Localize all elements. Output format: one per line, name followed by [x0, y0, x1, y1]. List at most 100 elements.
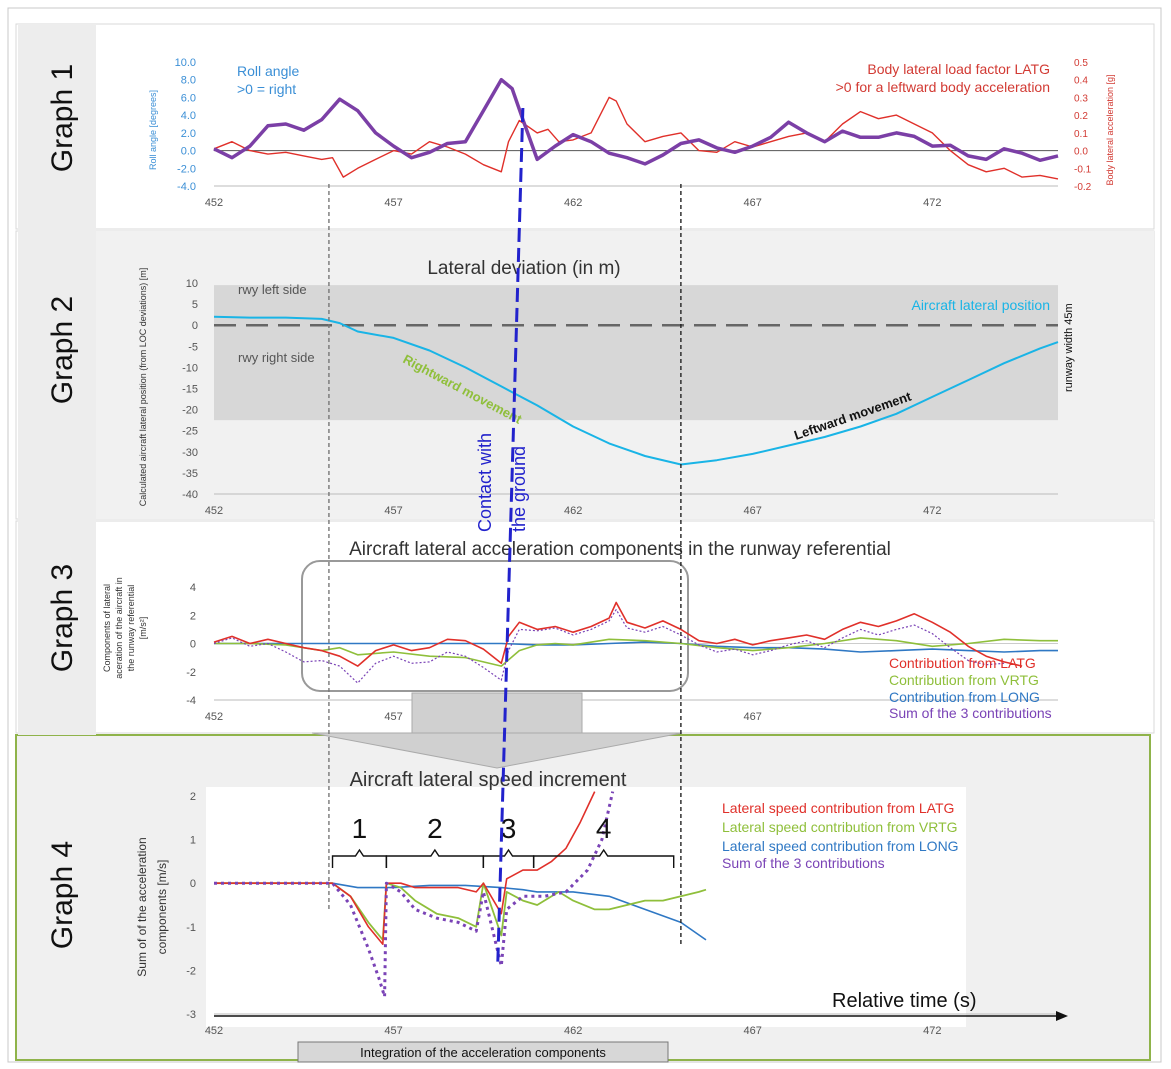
graph1-label: Graph 1 — [46, 64, 79, 172]
graph2-label: Graph 2 — [46, 296, 79, 404]
graph3-legend-long: Contribution from LONG — [889, 689, 1040, 705]
ytick-label: -4.0 — [177, 181, 196, 193]
zoom-arrow-stem — [411, 692, 583, 734]
graph3-series — [213, 601, 1058, 684]
graph3-ylabel-1: Components of lateral — [102, 584, 112, 672]
graph4-legend-sum: Sum of the 3 contributions — [722, 855, 885, 871]
graph4-ylabel-2: components [m/s] — [155, 860, 169, 955]
contact-with-ground-line — [496, 107, 525, 966]
ytick-label: -2.0 — [177, 163, 196, 175]
ytick-label: 10 — [186, 278, 198, 290]
panel3-frame — [15, 520, 1155, 734]
ytick-label: -10 — [182, 362, 198, 374]
roll-series-line — [213, 77, 1059, 166]
graph2-axes: 10 5 0 -5 -10 -15 -20 -25 -30 -35 -40 452 457 462 467 4… — [182, 278, 1058, 517]
graph1-legend-latg-1: Body lateral load factor LATG — [867, 61, 1050, 77]
long-series-line — [214, 882, 707, 941]
ytick-label: -30 — [182, 447, 198, 459]
graph3-ylabel-4: [m/s²] — [138, 617, 148, 640]
ytick-label: 2.0 — [181, 128, 196, 140]
graph4-legend-latg: Lateral speed contribution from LATG — [722, 800, 954, 816]
graph1-legend-roll-1: Roll angle — [237, 63, 299, 79]
ytick-label: -4 — [186, 695, 196, 707]
xtick-label: 457 — [384, 711, 402, 723]
phase-label: 1 — [352, 813, 368, 844]
ytick-label: -3 — [186, 1009, 196, 1021]
phase-brace — [532, 848, 675, 868]
vrtg-series-line — [214, 637, 1058, 667]
graph4-series — [214, 791, 707, 999]
graph3-ylabel-3: the runway referential — [126, 585, 136, 672]
ytick-label-right: -0.2 — [1074, 182, 1092, 193]
graph4-axes: 2 1 0 -1 -2 -3 452 457 462 467 472 — [186, 791, 1068, 1037]
graph3-label: Graph 3 — [46, 564, 79, 672]
graph3-ylabel-2: aceration of the aircraft in — [114, 577, 124, 679]
ytick-label: 2 — [190, 791, 196, 803]
xtick-label: 467 — [744, 1025, 762, 1037]
xtick-label: 467 — [744, 197, 762, 209]
ytick-label: 5 — [192, 299, 198, 311]
time-reference-lines — [328, 107, 682, 966]
integration-footer-label: Integration of the acceleration componen… — [360, 1045, 606, 1060]
xtick-label: 462 — [564, 1025, 582, 1037]
ytick-label-right: -0.1 — [1074, 164, 1092, 175]
graph3-legend-latg: Contribution from LATG — [889, 655, 1036, 671]
ytick-label-right: 0.5 — [1074, 58, 1088, 69]
ytick-label: -40 — [182, 489, 198, 501]
graph1-legend-latg-2: >0 for a leftward body acceleration — [836, 79, 1050, 95]
graph1-series — [213, 77, 1059, 180]
integration-footer-box — [297, 1041, 669, 1063]
xtick-label: 452 — [205, 711, 223, 723]
graph4-legend-vrtg: Lateral speed contribution from VRTG — [722, 819, 958, 835]
graph1-chart: 10.0 8.0 6.0 4.0 2.0 0.0 -2.0 -4.0 452 457 462 467 4… — [148, 57, 1115, 209]
phase-label: 4 — [596, 813, 612, 844]
ytick-label: 4 — [190, 582, 196, 594]
runway-width-label: runway width 45m — [1063, 303, 1075, 392]
graph4-xlabel: Relative time (s) — [832, 990, 976, 1012]
graph2-ylabel-line1: Calculated aircraft lateral position (fr… — [138, 268, 148, 507]
ytick-label-right: 0.4 — [1074, 76, 1088, 87]
xtick-label: 462 — [564, 197, 582, 209]
aircraft-lateral-position-label: Aircraft lateral position — [911, 297, 1050, 313]
ytick-label: 8.0 — [181, 75, 196, 87]
ytick-label: -35 — [182, 468, 198, 480]
ytick-label: -20 — [182, 405, 198, 417]
xtick-label: 462 — [564, 505, 582, 517]
xtick-label: 472 — [923, 1025, 941, 1037]
graph1-left-ylabel: Roll angle [degrees] — [148, 90, 158, 170]
zoom-region-box — [301, 560, 689, 692]
xtick-label: 452 — [205, 505, 223, 517]
xtick-label: 467 — [744, 505, 762, 517]
phase-braces: 1 2 3 4 — [331, 813, 675, 868]
xtick-label: 467 — [744, 711, 762, 723]
panel4-plot-background — [206, 787, 966, 1027]
graph4-ylabel-1: Sum of of the acceleration — [135, 837, 149, 976]
ytick-label: -1 — [186, 922, 196, 934]
ytick-label: 6.0 — [181, 92, 196, 104]
xtick-label: 472 — [923, 197, 941, 209]
ytick-label: -25 — [182, 426, 198, 438]
graph1-axes: 10.0 8.0 6.0 4.0 2.0 0.0 -2.0 -4.0 452 457 462 467 4… — [175, 57, 1092, 209]
time-arrow-head — [1056, 1011, 1068, 1021]
panel-labels: Graph 1 Graph 2 Graph 3 Graph 4 — [46, 64, 79, 949]
ytick-label: 0 — [192, 320, 198, 332]
contact-with-ground-label-2: the ground — [509, 446, 529, 532]
ytick-label: -2 — [186, 667, 196, 679]
zoom-arrow-head — [311, 732, 683, 769]
graph1-legend-roll-2: >0 = right — [237, 81, 296, 97]
ytick-label: 0.0 — [181, 146, 196, 158]
graph3-title: Aircraft lateral acceleration components… — [349, 539, 891, 560]
ytick-label-right: 0.3 — [1074, 93, 1088, 104]
latg-series-line — [214, 791, 596, 946]
ytick-label: 4.0 — [181, 110, 196, 122]
xtick-label: 472 — [923, 505, 941, 517]
graph3-legend-vrtg: Contribution from VRTG — [889, 672, 1039, 688]
ytick-label: 2 — [190, 610, 196, 622]
ytick-label: -5 — [188, 341, 198, 353]
ytick-label: 10.0 — [175, 57, 196, 69]
graph3-chart: 420-2-4452457462467 Aircraft lateral acc… — [102, 539, 1058, 769]
xtick-label: 457 — [384, 505, 402, 517]
ytick-label: 0 — [190, 878, 196, 890]
contact-with-ground-label-1: Contact with — [475, 433, 495, 532]
